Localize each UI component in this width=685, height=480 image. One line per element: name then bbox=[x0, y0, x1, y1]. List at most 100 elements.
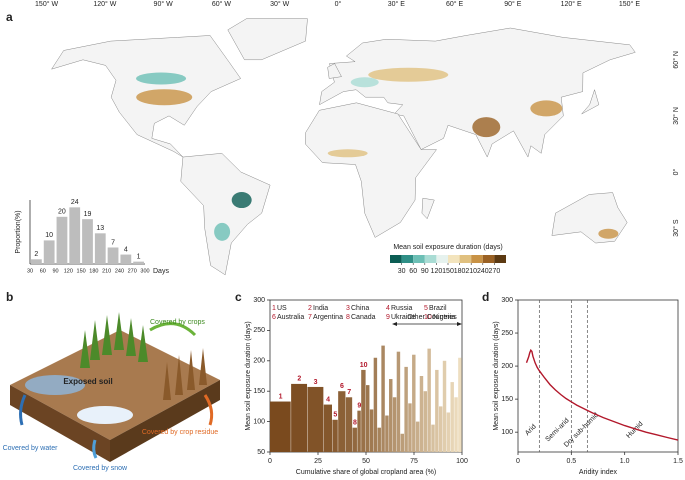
x-tick-label: 0.5 bbox=[566, 458, 576, 465]
bar bbox=[133, 261, 144, 264]
colorbar-tick-label: 210 bbox=[465, 268, 477, 275]
landmass bbox=[180, 153, 271, 276]
legend-name: India bbox=[313, 305, 328, 312]
bar bbox=[291, 383, 308, 452]
legend-name: Russia bbox=[391, 305, 413, 312]
x-tick-label: 300 bbox=[140, 268, 149, 274]
other-label: Other Countries bbox=[407, 314, 457, 321]
legend-name: Argentina bbox=[313, 314, 343, 321]
landmass bbox=[581, 88, 600, 115]
data-label: 10 bbox=[45, 232, 53, 239]
bar-rank-label: 10 bbox=[360, 362, 368, 369]
data-label: 19 bbox=[84, 211, 92, 218]
soil-block bbox=[10, 312, 220, 462]
bar bbox=[400, 433, 404, 452]
y-axis-label: Mean soil exposure duration (days) bbox=[493, 321, 500, 430]
cropland-patch bbox=[231, 192, 252, 209]
lon-label: 120° W bbox=[93, 0, 116, 8]
line bbox=[525, 348, 679, 441]
bar bbox=[446, 412, 451, 452]
bar bbox=[107, 247, 119, 264]
color-cell bbox=[413, 255, 425, 263]
arrow-head bbox=[392, 322, 397, 326]
bar bbox=[307, 386, 324, 452]
y-tick-label: 200 bbox=[253, 358, 265, 365]
colorbar-tick-label: 240 bbox=[477, 268, 489, 275]
y-axis-label: Proportion(%) bbox=[15, 210, 22, 253]
legend-name: Canada bbox=[351, 314, 376, 321]
bar bbox=[361, 369, 366, 452]
bar bbox=[419, 376, 424, 452]
x-tick-label: 150 bbox=[77, 268, 86, 274]
bar bbox=[392, 397, 397, 452]
bar bbox=[458, 357, 462, 452]
x-tick-label: 30 bbox=[27, 268, 33, 274]
cropland-patch bbox=[472, 117, 501, 138]
y-tick-label: 200 bbox=[501, 363, 513, 370]
y-tick-label: 50 bbox=[257, 449, 265, 456]
plot-frame bbox=[517, 299, 679, 453]
legend-rank: 1 bbox=[272, 305, 276, 312]
x-tick-label: 1.0 bbox=[620, 458, 630, 465]
data-label: 1 bbox=[137, 253, 141, 260]
bar bbox=[396, 351, 401, 452]
bar bbox=[412, 354, 416, 452]
bar bbox=[408, 403, 412, 452]
bar bbox=[454, 397, 458, 452]
legend-name: Ukraine bbox=[391, 314, 415, 321]
color-cell bbox=[471, 255, 483, 263]
bar-rank-label: 4 bbox=[326, 396, 330, 403]
legend-rank: 7 bbox=[308, 314, 312, 321]
label-soil: Exposed soil bbox=[63, 377, 112, 386]
bar bbox=[369, 409, 374, 452]
color-cell bbox=[448, 255, 460, 263]
bar bbox=[427, 348, 431, 452]
color-cell bbox=[436, 255, 448, 263]
color-cell bbox=[482, 255, 495, 263]
bar bbox=[56, 216, 68, 264]
bar bbox=[415, 421, 420, 452]
cropland-patch bbox=[136, 72, 187, 85]
color-cell bbox=[459, 255, 472, 263]
legend-name: Australia bbox=[277, 314, 304, 321]
label-water: Covered by water bbox=[3, 445, 59, 452]
bar bbox=[373, 357, 378, 452]
colorbar-tick-label: 120 bbox=[431, 268, 443, 275]
bar bbox=[385, 415, 389, 452]
lon-label: 90° W bbox=[154, 0, 174, 8]
x-tick-label: 210 bbox=[102, 268, 111, 274]
x-tick-label: 0 bbox=[516, 458, 520, 465]
cropland-patch bbox=[136, 89, 193, 106]
y-tick-label: 300 bbox=[501, 297, 513, 304]
lon-label: 0° bbox=[335, 0, 342, 8]
colorbar-tick-label: 60 bbox=[409, 268, 417, 275]
bar bbox=[31, 259, 42, 264]
x-tick-label: 120 bbox=[64, 268, 73, 274]
bar-rank-label: 6 bbox=[340, 383, 344, 390]
x-axis-label: Cumulative share of global cropland area… bbox=[296, 469, 436, 476]
bar bbox=[435, 369, 439, 452]
bar-rank-label: 5 bbox=[333, 412, 337, 419]
cropland-patch bbox=[530, 100, 563, 117]
lon-label: 60° W bbox=[212, 0, 232, 8]
landmass bbox=[227, 18, 308, 61]
bar-rank-label: 7 bbox=[347, 389, 351, 396]
bar bbox=[431, 424, 435, 452]
bar bbox=[377, 427, 381, 452]
x-axis-label: Days bbox=[153, 268, 169, 275]
panel-label: c bbox=[235, 290, 242, 304]
lon-label: 90° E bbox=[504, 0, 522, 8]
legend-rank: 10 bbox=[424, 314, 432, 321]
lon-label: 120° E bbox=[561, 0, 582, 8]
bar bbox=[352, 427, 357, 452]
y-axis-label: Mean soil exposure duration (days) bbox=[245, 321, 252, 430]
legend-name: China bbox=[351, 305, 369, 312]
label-crops: Covered by crops bbox=[150, 319, 205, 326]
y-tick-label: 250 bbox=[253, 327, 265, 334]
color-cell bbox=[401, 255, 414, 263]
cropland-patch bbox=[350, 77, 379, 88]
colorbar-tick-label: 90 bbox=[421, 268, 429, 275]
x-tick-label: 1.5 bbox=[673, 458, 683, 465]
bar bbox=[438, 406, 443, 452]
bar bbox=[43, 240, 55, 264]
